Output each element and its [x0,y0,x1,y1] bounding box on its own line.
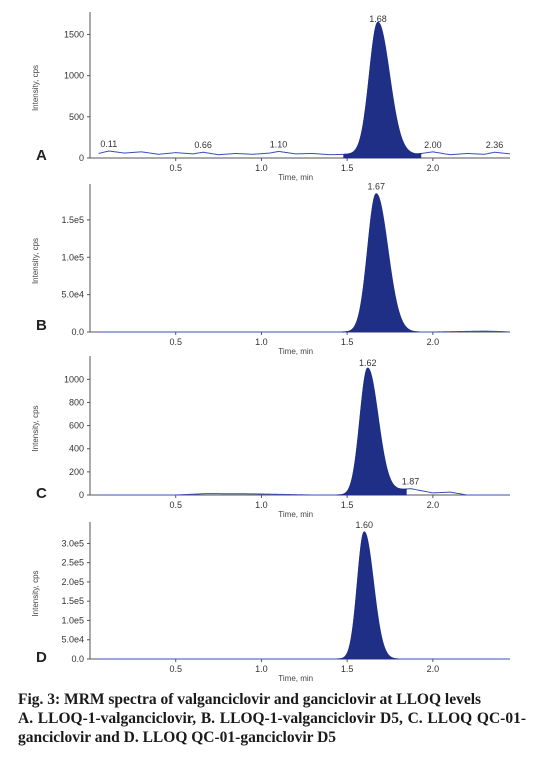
y-tick-label: 0 [79,153,84,163]
x-axis-label: Time, min [278,674,313,683]
x-tick-label: 0.5 [169,500,182,510]
peak-rt-label: 2.36 [486,140,504,150]
y-tick-label: 5.0e4 [61,635,84,645]
peak-rt-label: 2.00 [424,140,442,150]
peak-rt-label: 1.68 [369,14,387,24]
caption-title: Fig. 3: MRM spectra of valganciclovir an… [18,691,482,708]
figure-caption: Fig. 3: MRM spectra of valganciclovir an… [18,690,526,747]
panel-d: 0.0 5.0e4 1.0e5 1.5e5 2.0e5 2.5e5 3.0e5 0.5 1.0 1… [31,520,510,683]
y-tick-label: 0 [79,490,84,500]
baseline-trace [98,367,510,496]
y-tick-label: 2.5e5 [61,558,84,568]
x-axis-label: Time, min [278,347,313,356]
y-axis-label: Intensity, cps [31,405,40,451]
peak-rt-label: 1.60 [356,520,374,530]
y-tick-label: 600 [69,421,84,431]
main-peak [343,21,422,159]
peak-rt-label: 0.11 [100,139,117,149]
x-tick-label: 2.0 [427,500,440,510]
x-tick-label: 1.5 [341,500,354,510]
x-tick-label: 0.5 [169,163,182,173]
y-axis-label: Intensity, cps [31,238,40,284]
main-peak [336,531,399,660]
x-tick-label: 1.5 [341,664,354,674]
x-tick-label: 2.0 [427,337,440,347]
y-tick-label: 2.0e5 [61,577,84,587]
y-tick-label: 800 [69,397,84,407]
y-tick-label: 1.0e5 [61,615,84,625]
y-tick-label: 1000 [64,374,84,384]
panel-letter: D [36,649,47,666]
panel-c: 0 200 400 600 800 1000 0.5 1.0 1.5 2.0 Time, min In… [31,356,510,519]
baseline-trace [98,21,511,156]
baseline-trace [98,193,511,333]
y-tick-label: 5.0e4 [61,290,84,300]
x-tick-label: 1.0 [255,337,268,347]
y-tick-label: 3.0e5 [61,538,84,548]
x-tick-label: 0.5 [169,337,182,347]
y-tick-label: 200 [69,467,84,477]
y-tick-label: 0.0 [71,327,84,337]
panel-letter: A [36,147,47,164]
caption-body: A. LLOQ-1-valganciclovir, B. LLOQ-1-valg… [18,710,526,746]
x-tick-label: 1.0 [255,664,268,674]
x-tick-label: 1.5 [341,337,354,347]
y-axis-label: Intensity, cps [31,65,40,111]
peak-rt-label: 1.10 [270,139,288,149]
y-tick-label: 1500 [64,29,84,39]
x-tick-label: 0.5 [169,664,182,674]
y-tick-label: 1.5e5 [61,215,84,225]
peak-rt-label: 1.87 [402,477,420,487]
peak-rt-label: 0.66 [194,140,212,150]
panel-letter: C [36,485,47,502]
panel-letter: B [36,317,47,334]
peak-rt-label: 1.62 [359,358,377,368]
y-tick-label: 1.0e5 [61,252,84,262]
main-peak [336,367,407,496]
main-peak [341,193,420,333]
y-axis-label: Intensity, cps [31,570,40,616]
peak-rt-label: 1.67 [368,182,386,192]
chromatogram-figure: 0 500 1000 1500 0.5 1.0 1.5 2.0 Time, min Intensi… [31,12,511,683]
y-tick-label: 500 [69,112,84,122]
x-axis-label: Time, min [278,510,313,519]
y-tick-label: 400 [69,444,84,454]
x-tick-label: 2.0 [427,163,440,173]
x-tick-label: 2.0 [427,664,440,674]
x-tick-label: 1.0 [255,163,268,173]
panel-a: 0 500 1000 1500 0.5 1.0 1.5 2.0 Time, min Intensi… [31,12,511,182]
panel-b: 0.0 5.0e4 1.0e5 1.5e5 0.5 1.0 1.5 2.0 Time, min I… [31,182,511,356]
baseline-trace [98,531,510,660]
x-axis-label: Time, min [278,173,313,182]
x-tick-label: 1.5 [341,163,354,173]
y-tick-label: 1.5e5 [61,596,84,606]
y-tick-label: 0.0 [71,654,84,664]
x-tick-label: 1.0 [255,500,268,510]
y-tick-label: 1000 [64,71,84,81]
